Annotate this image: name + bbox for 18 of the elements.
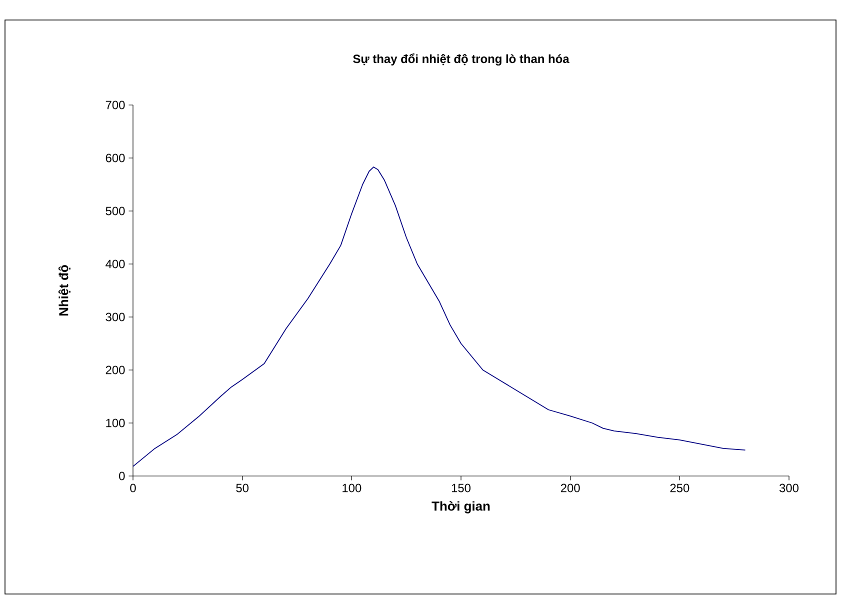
y-tick-label: 300: [106, 312, 125, 322]
y-tick-label: 100: [106, 418, 125, 428]
y-tick-label: 200: [106, 366, 125, 374]
x-tick-label: 150: [452, 484, 471, 492]
y-tick-label: 400: [106, 260, 125, 268]
x-tick-label: 100: [342, 484, 362, 492]
x-tick-label: 50: [236, 484, 249, 492]
x-tick-label: 300: [779, 484, 799, 492]
x-axis-title: Thời gian: [432, 501, 490, 514]
y-tick-label: 600: [106, 154, 125, 162]
y-tick-label: 500: [106, 206, 125, 216]
y-tick-label: 700: [106, 100, 125, 110]
chart-title: Sự thay đổi nhiệt độ trong lò than hóa: [353, 53, 570, 66]
x-tick-label: 0: [130, 484, 136, 492]
y-tick-label: 0: [119, 472, 125, 480]
y-axis-title: Nhiệt độ: [58, 265, 70, 316]
x-tick-label: 200: [560, 484, 580, 492]
x-tick-label: 250: [670, 484, 690, 492]
